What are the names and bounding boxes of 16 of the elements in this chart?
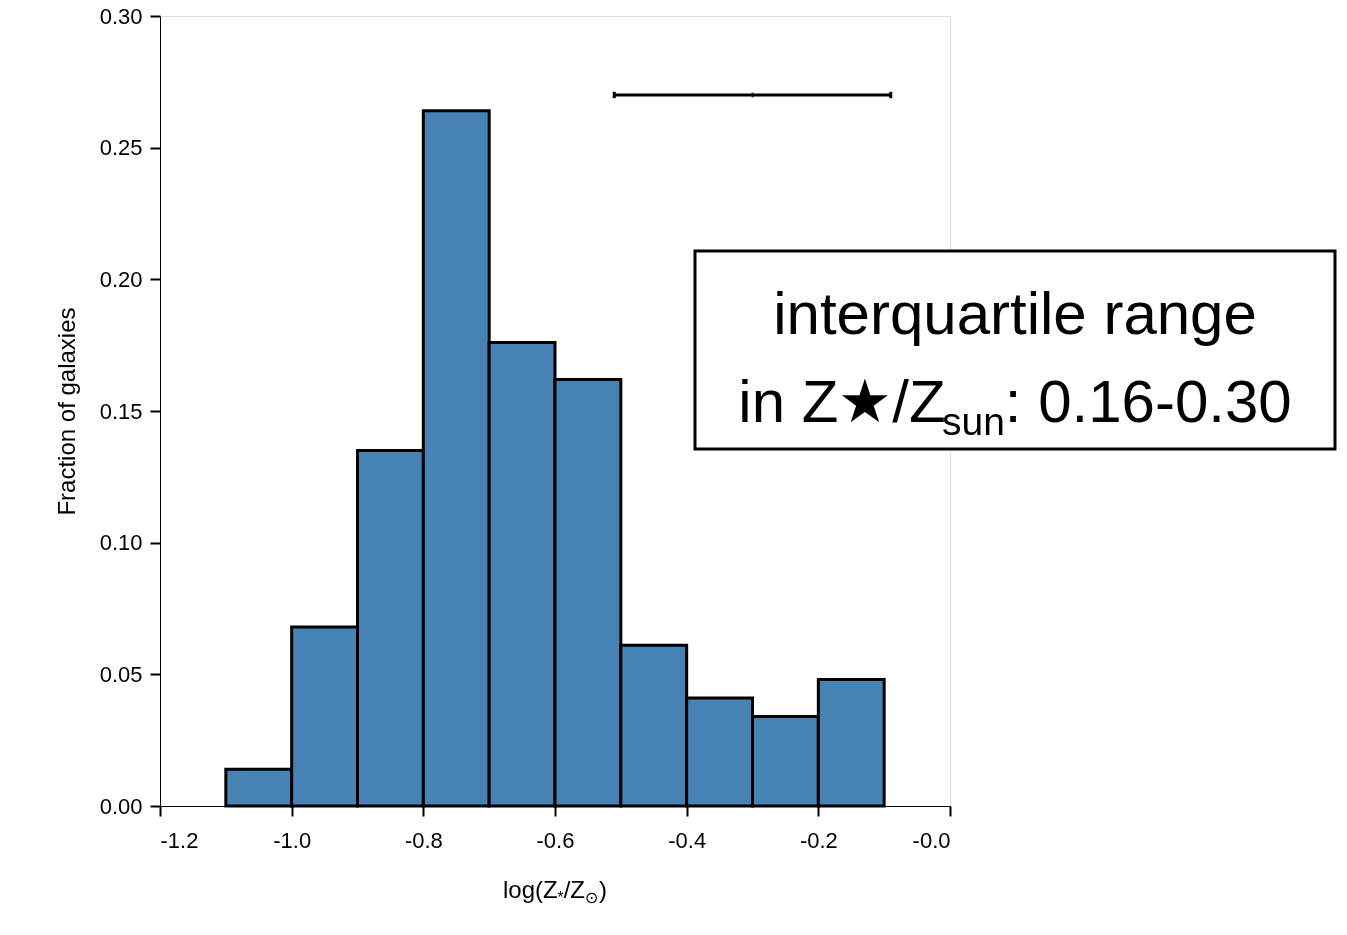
- x-tick-label: -1.0: [273, 827, 312, 853]
- y-tick-label: 0.30: [99, 3, 143, 29]
- x-tick-label: -1.2: [160, 827, 199, 853]
- y-tick-label: 0.00: [99, 793, 143, 819]
- x-tick-label: -0.4: [668, 827, 707, 853]
- x-axis-title: log(Z*/Z⊙): [502, 876, 608, 907]
- y-axis-title: Fraction of galaxies: [52, 307, 80, 516]
- x-tick-label: -0.0: [912, 827, 951, 853]
- y-tick-label: 0.05: [99, 661, 143, 687]
- y-tick-label: 0.25: [99, 135, 143, 161]
- y-tick-label: 0.15: [99, 398, 143, 424]
- x-tick-label: -0.8: [404, 827, 443, 853]
- x-tick-label: -0.2: [799, 827, 838, 853]
- y-tick-label: 0.20: [99, 266, 143, 292]
- x-tick-label: -0.6: [536, 827, 575, 853]
- y-tick-label: 0.10: [99, 530, 143, 556]
